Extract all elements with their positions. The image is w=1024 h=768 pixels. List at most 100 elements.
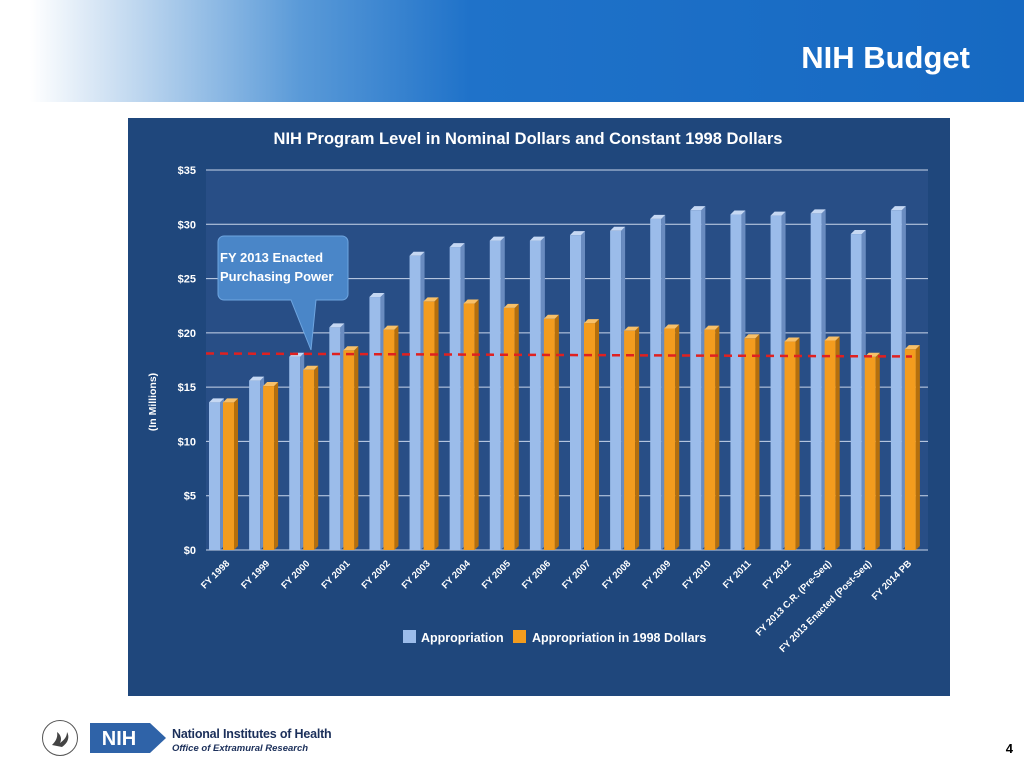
bar-top [409, 251, 425, 256]
bar-top [890, 206, 906, 211]
bar-side [635, 326, 640, 550]
x-tick-label: FY 2005 [480, 558, 514, 592]
bar-side [554, 314, 559, 550]
bar-top [449, 243, 465, 248]
x-tick-label: FY 2004 [440, 558, 474, 592]
bar-top [704, 325, 720, 330]
bar [329, 327, 341, 550]
bar-top [369, 293, 385, 298]
bar-side [755, 334, 760, 550]
bar [890, 210, 902, 550]
legend: Appropriation Appropriation in 1998 Doll… [403, 630, 706, 645]
bar-side [875, 352, 880, 550]
bar-top [303, 365, 319, 370]
y-tick-label: $30 [178, 219, 196, 231]
bar [223, 402, 234, 550]
bars [209, 206, 920, 551]
legend-swatch-appropriation-1998 [513, 630, 526, 643]
x-tick-label: FY 2006 [520, 558, 553, 591]
x-tick-label: FY 2000 [279, 558, 312, 591]
legend-swatch-appropriation [403, 630, 416, 643]
bar [744, 338, 756, 550]
gridlines [206, 169, 928, 551]
bar-top [664, 324, 680, 329]
bar [730, 214, 742, 550]
bar-top [489, 236, 505, 241]
x-tick-label: FY 2010 [680, 558, 713, 591]
bar-side [340, 323, 345, 550]
bar-side [434, 297, 439, 550]
footer-logos: NIH National Institutes of Health Office… [42, 718, 332, 760]
nih-logo-text: NIH [102, 728, 136, 750]
slide-header: NIH Budget [0, 0, 1024, 102]
bar-side [514, 303, 519, 550]
x-tick-label: FY 2014 PB [870, 558, 914, 602]
y-tick-label: $5 [184, 491, 196, 503]
bar [904, 349, 916, 550]
office-name: Office of Extramural Research [172, 743, 309, 754]
y-tick-label: $10 [178, 436, 196, 448]
bar [624, 330, 636, 550]
bar [810, 213, 822, 550]
bar-top [904, 345, 920, 350]
bar [489, 240, 501, 551]
bar-top [850, 230, 866, 235]
hhs-seal-icon [42, 720, 78, 756]
bar [289, 356, 301, 550]
x-tick-label: FY 1998 [199, 558, 232, 591]
x-tick-label: FY 2012 [761, 558, 794, 591]
bar [409, 255, 421, 550]
bar-side [795, 337, 800, 550]
bar-top [529, 236, 545, 241]
x-tick-label: FY 2008 [600, 558, 633, 591]
legend-label-appropriation-1998: Appropriation in 1998 Dollars [532, 631, 706, 645]
callout: FY 2013 Enacted Purchasing Power [217, 235, 349, 351]
bar-side [835, 336, 840, 550]
x-tick-label: FY 2011 [721, 558, 754, 591]
bar-side [394, 325, 399, 550]
bar-top [503, 303, 519, 308]
bar-top [610, 226, 626, 231]
y-tick-label: $20 [178, 328, 196, 340]
callout-line-2: Purchasing Power [220, 269, 333, 284]
x-tick-label: FY 2013 C.R. (Pre-Seq) [754, 558, 834, 638]
x-tick-label: FY 1999 [239, 558, 272, 591]
bar [449, 247, 461, 551]
bar-side [715, 325, 720, 550]
bar-side [595, 319, 599, 550]
bar [463, 303, 475, 550]
bar [610, 230, 622, 551]
bar-top [343, 346, 359, 351]
bar-side [675, 324, 680, 550]
bar-top [810, 209, 826, 214]
bar-top [624, 326, 640, 331]
org-name: National Institutes of Health [172, 727, 332, 741]
bar-top [824, 336, 840, 341]
bar [529, 240, 541, 551]
slide-title: NIH Budget [801, 40, 970, 75]
y-tick-label: $35 [178, 165, 196, 177]
bar [543, 318, 555, 550]
bar-side [915, 345, 920, 550]
x-tick-label: FY 2002 [360, 558, 393, 591]
bar [784, 341, 796, 550]
chart-title: NIH Program Level in Nominal Dollars and… [274, 130, 783, 148]
x-tick-label: FY 2007 [560, 558, 593, 591]
callout-bubble [217, 235, 349, 351]
bar [263, 386, 275, 550]
bar-side [474, 299, 479, 550]
bar [650, 218, 662, 550]
bar-top [730, 210, 746, 215]
x-tick-label: FY 2003 [400, 558, 433, 591]
y-axis-ticks: $0 $5 $10 $15 $20 $25 $30 $35 [178, 165, 196, 557]
bar [690, 210, 702, 550]
callout-line-1: FY 2013 Enacted [220, 250, 323, 265]
bar-top [223, 398, 238, 403]
bar [423, 301, 435, 550]
bar [249, 380, 261, 550]
bar-top [744, 334, 760, 339]
bar-top [249, 376, 265, 381]
bar-top [543, 314, 559, 319]
bar-side [234, 398, 238, 550]
bar [503, 307, 515, 550]
